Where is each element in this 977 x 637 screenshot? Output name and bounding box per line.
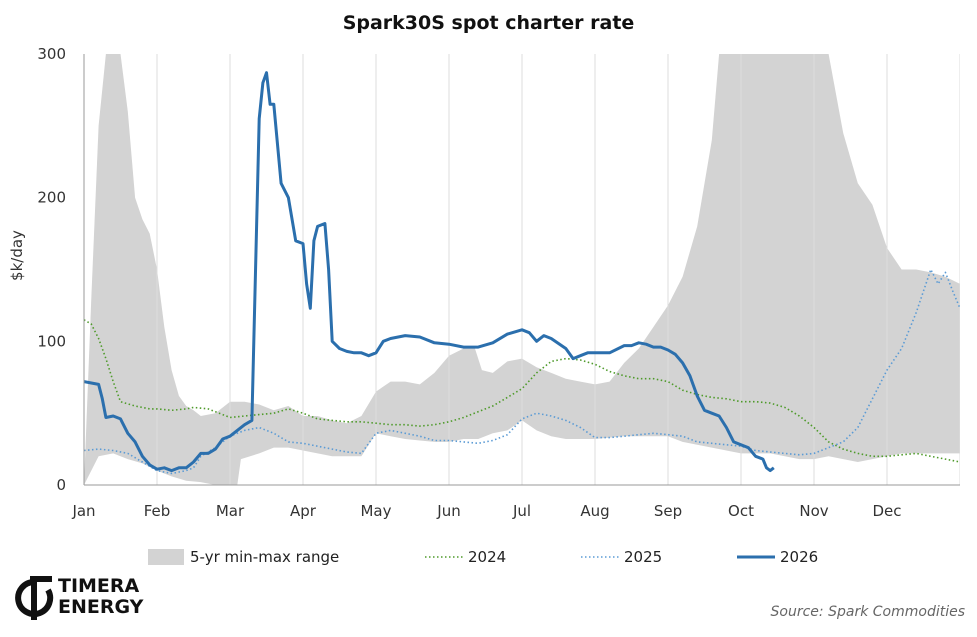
y-tick-label: 0: [56, 476, 66, 494]
y-tick-label: 300: [37, 45, 66, 63]
plot-area: [84, 54, 960, 485]
legend: 5-yr min-max range 2024 2025 2026: [148, 548, 818, 566]
x-tick-label: Feb: [144, 502, 171, 520]
x-tick-label: Dec: [872, 502, 901, 520]
y-tick-label: 200: [37, 189, 66, 207]
legend-label-2024: 2024: [468, 548, 506, 566]
x-tick-label: Jun: [436, 502, 460, 520]
chart-title: Spark30S spot charter rate: [342, 12, 635, 34]
logo-text-line2: ENERGY: [58, 596, 144, 618]
legend-label-2025: 2025: [624, 548, 662, 566]
y-axis-label: $k/day: [8, 230, 26, 281]
x-tick-label: Mar: [216, 502, 245, 520]
series-line-2025: [84, 268, 960, 475]
x-tick-label: May: [360, 502, 391, 520]
series-line-2024: [84, 319, 960, 463]
x-tick-label: Apr: [290, 502, 317, 520]
logo-text-line1: TIMERA: [58, 575, 140, 597]
legend-label-range: 5-yr min-max range: [190, 548, 339, 566]
x-tick-label: Aug: [580, 502, 609, 520]
x-tick-label: Jul: [512, 502, 531, 520]
timera-logo-icon: [15, 576, 54, 620]
x-tick-label: Nov: [799, 502, 828, 520]
legend-label-2026: 2026: [780, 548, 818, 566]
x-tick-label: Sep: [654, 502, 682, 520]
legend-swatch-range: [148, 549, 184, 565]
axes: 0 100 200 300 $k/day Jan Feb Mar Apr May Jun Jul Aug…: [8, 45, 960, 520]
timera-energy-logo: TIMERA ENERGY: [14, 574, 164, 622]
x-tick-label: Oct: [728, 502, 754, 520]
source-note: Source: Spark Commodities: [770, 604, 965, 620]
series-line-2026: [84, 71, 775, 473]
x-tick-label: Jan: [71, 502, 95, 520]
y-tick-label: 100: [37, 332, 66, 350]
